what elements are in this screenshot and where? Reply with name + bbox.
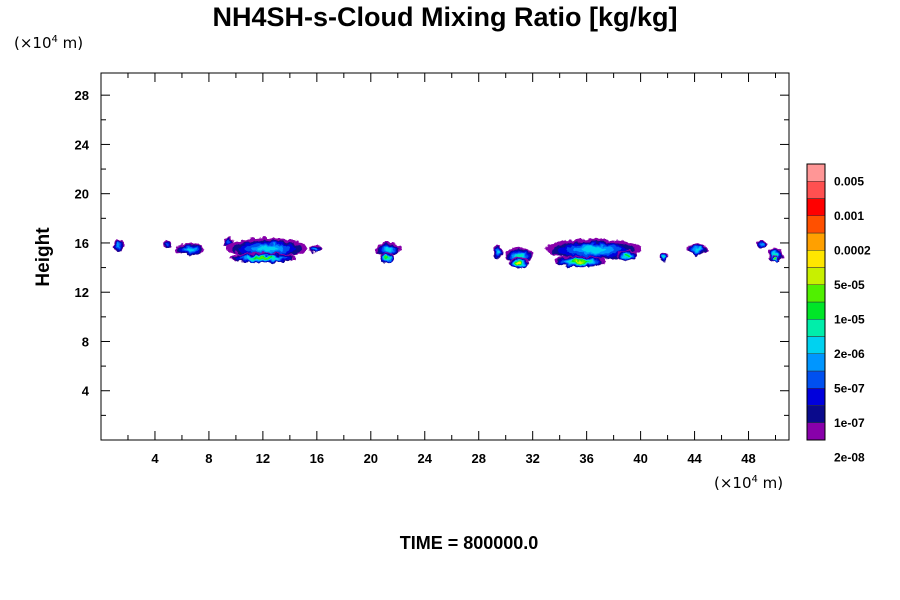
cloud-blob — [376, 242, 401, 256]
plot-frame — [100, 72, 790, 441]
colorbar-swatch — [806, 422, 826, 441]
colorbar-label: 1e-05 — [834, 312, 865, 326]
colorbar-swatch — [806, 250, 826, 268]
cloud-contour-level — [760, 243, 764, 246]
cloud-blob — [379, 252, 395, 263]
cloud-contour-level — [116, 243, 121, 248]
cloud-contour-level — [226, 240, 230, 244]
cloud-contour-level — [625, 254, 630, 257]
cloud-blob — [756, 240, 768, 248]
cloud-contour-level — [517, 261, 521, 264]
x-tick-label: 36 — [579, 451, 593, 466]
axis-ticks — [101, 73, 789, 440]
colorbar-label: 5e-07 — [834, 381, 865, 395]
y-tick-label: 20 — [75, 187, 89, 202]
cloud-blob — [175, 242, 205, 256]
x-tick-label: 28 — [471, 451, 485, 466]
y-axis-label: Height — [33, 227, 54, 287]
cloud-contour-level — [662, 255, 665, 258]
cloud-contour-level — [256, 256, 270, 259]
colorbar-swatch — [806, 370, 826, 389]
cloud-blob — [554, 255, 606, 268]
cloud-blob — [771, 255, 780, 263]
cloud-contour-level — [575, 260, 585, 263]
cloud-blob — [617, 250, 637, 261]
colorbar-swatch — [806, 215, 826, 234]
y-tick-label: 28 — [75, 88, 89, 103]
cloud-contour-level — [496, 250, 499, 254]
y-axis-unit: (×104 m) — [14, 34, 83, 52]
cloud-blob — [544, 238, 642, 260]
cloud-blob — [492, 245, 503, 258]
y-tick-label: 4 — [82, 384, 90, 399]
cloud-contour-level — [516, 253, 523, 258]
colorbar-swatch — [806, 336, 826, 354]
x-tick-label: 44 — [687, 451, 702, 466]
x-tick-label: 32 — [525, 451, 539, 466]
colorbar-label: 2e-08 — [834, 450, 865, 464]
colorbar — [806, 163, 826, 441]
colorbar-frame — [806, 163, 826, 441]
x-tick-label: 20 — [364, 451, 378, 466]
cloud-blob — [308, 245, 323, 253]
colorbar-label: 5e-05 — [834, 278, 865, 292]
cloud-contour-level — [694, 247, 701, 251]
cloud-contour-level — [385, 247, 392, 252]
colorbar-swatch — [806, 301, 826, 320]
colorbar-label: 1e-07 — [834, 416, 865, 430]
y-tick-labels: 4 8 12 16 20 24 28 — [75, 88, 90, 399]
colorbar-swatch — [806, 163, 826, 182]
x-tick-label: 8 — [205, 451, 212, 466]
cloud-blob — [229, 252, 297, 263]
cloud-contour-level — [165, 243, 169, 246]
cloud-contour-level — [385, 256, 389, 259]
y-tick-label: 12 — [75, 285, 89, 300]
x-tick-label: 24 — [418, 451, 433, 466]
x-tick-label: 12 — [256, 451, 270, 466]
colorbar-label: 0.005 — [834, 174, 864, 188]
colorbar-swatch — [806, 284, 826, 303]
colorbar-swatch — [806, 267, 826, 285]
cloud-contour-level — [256, 245, 278, 251]
cloud-blob — [163, 240, 172, 248]
cloud-contour-level — [580, 246, 607, 253]
cloud-contour-level — [774, 258, 777, 261]
colorbar-swatch — [806, 181, 826, 199]
x-tick-label: 16 — [310, 451, 324, 466]
cloud-field — [112, 237, 783, 269]
colorbar-label: 2e-06 — [834, 347, 865, 361]
cloud-blob — [112, 239, 125, 251]
x-tick-label: 40 — [633, 451, 647, 466]
x-axis-unit: (×104 m) — [714, 474, 783, 492]
cloud-blob — [509, 257, 529, 269]
colorbar-label: 0.001 — [834, 209, 864, 223]
colorbar-swatch — [806, 353, 826, 372]
y-tick-label: 8 — [82, 334, 89, 349]
colorbar-label: 0.0002 — [834, 243, 871, 257]
colorbar-labels: 0.005 0.001 0.0002 5e-05 1e-05 2e-06 5e-07 1e-0… — [834, 174, 871, 464]
colorbar-swatch — [806, 319, 826, 337]
colorbar-swatch — [806, 388, 826, 406]
x-tick-label: 4 — [151, 451, 159, 466]
time-label: TIME = 800000.0 — [400, 533, 539, 553]
y-tick-label: 16 — [75, 236, 89, 251]
cloud-blob — [686, 243, 709, 255]
y-tick-label: 24 — [75, 137, 90, 152]
colorbar-swatch — [806, 198, 826, 216]
colorbar-swatch — [806, 232, 826, 251]
x-tick-labels: 4 8 12 16 20 24 28 32 36 40 44 48 — [151, 451, 755, 466]
cloud-contour-level — [186, 247, 194, 251]
chart-title: NH4SH-s-Cloud Mixing Ratio [kg/kg] — [213, 2, 678, 32]
x-tick-label: 48 — [741, 451, 755, 466]
cloud-blob — [658, 252, 669, 261]
cloud-contour-level — [313, 248, 318, 251]
colorbar-swatch — [806, 405, 826, 423]
